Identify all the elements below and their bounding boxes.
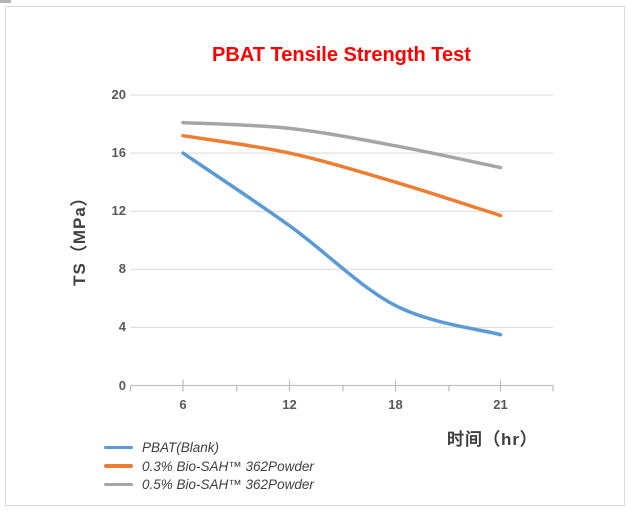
legend-line-swatch [104, 464, 133, 468]
legend-item: 0.3% Bio-SAH™ 362Powder [104, 457, 314, 476]
x-tick-label: 12 [282, 397, 297, 412]
legend-line-swatch [104, 445, 133, 450]
x-axis-title: 时间（hr） [447, 430, 538, 449]
legend-label: 0.5% Bio-SAH™ 362Powder [142, 477, 314, 493]
legend-label: PBAT(Blank) [142, 439, 220, 455]
y-tick-label: 4 [118, 319, 126, 335]
y-tick-label: 20 [111, 87, 126, 102]
legend-label: 0.3% Bio-SAH™ 362Powder [142, 458, 314, 474]
series-line-0-5-bio-sah-362powder [181, 120, 503, 170]
legend-item: 0.5% Bio-SAH™ 362Powder [104, 475, 314, 494]
chart-border [5, 6, 625, 506]
x-tick-label: 6 [179, 397, 187, 412]
legend-line-swatch [104, 482, 133, 487]
y-tick-label: 12 [111, 203, 126, 219]
chart-title: PBAT Tensile Strength Test [212, 44, 471, 66]
y-tick-label: 0 [118, 377, 126, 393]
x-tick-label: 21 [493, 397, 508, 412]
x-tick-label: 18 [388, 397, 403, 412]
y-tick-label: 8 [118, 261, 126, 277]
legend-item: PBAT(Blank) [104, 438, 314, 457]
series-line-pbat-blank- [181, 151, 503, 337]
legend: PBAT(Blank) 0.3% Bio-SAH™ 362Powder 0.5% B… [104, 438, 314, 494]
corner-artifact [0, 0, 11, 3]
y-tick-label: 16 [111, 145, 126, 161]
series-line-0-3-bio-sah-362powder [181, 133, 503, 218]
